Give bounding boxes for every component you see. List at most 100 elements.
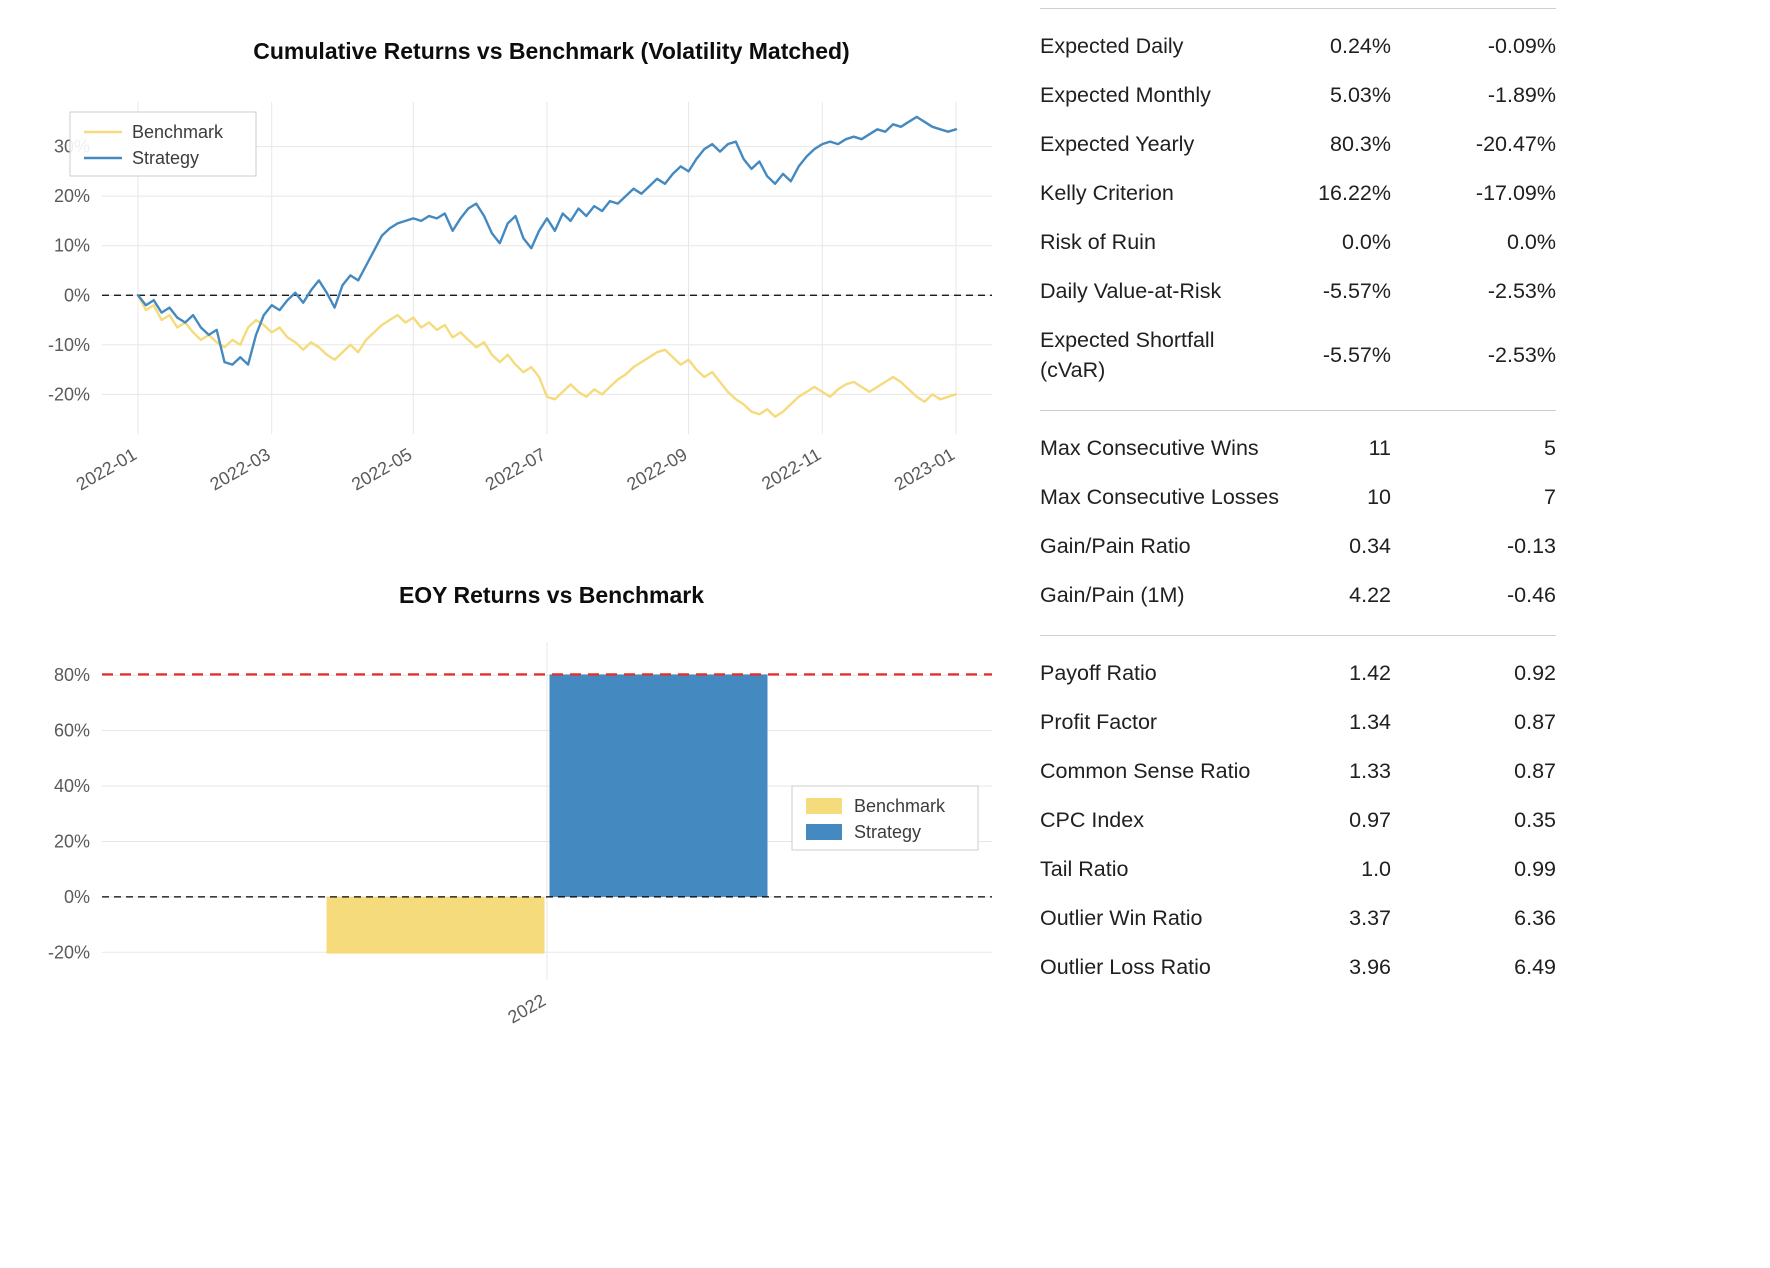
metric-value-benchmark: 5 (1544, 435, 1556, 460)
svg-text:-20%: -20% (48, 942, 90, 962)
metric-label: Gain/Pain Ratio (1040, 533, 1191, 558)
metric-value-strategy: 1.33 (1349, 758, 1391, 783)
metric-label: Daily Value-at-Risk (1040, 278, 1222, 303)
metric-value-strategy: -5.57% (1322, 342, 1391, 367)
svg-text:2022-09: 2022-09 (623, 444, 690, 494)
svg-text:Strategy: Strategy (854, 822, 921, 842)
metric-row: Common Sense Ratio 1.33 0.87 (1040, 746, 1556, 795)
metric-value-strategy: 11 (1368, 435, 1391, 460)
metric-label: Profit Factor (1040, 709, 1158, 734)
metric-row: Outlier Loss Ratio 3.96 6.49 (1040, 942, 1556, 991)
metric-value-strategy: 3.96 (1349, 954, 1391, 979)
metric-value-strategy: 4.22 (1349, 582, 1391, 607)
metric-value-benchmark: -20.47% (1475, 131, 1556, 156)
metric-value-strategy: 80.3% (1330, 131, 1391, 156)
metric-row: CPC Index 0.97 0.35 (1040, 795, 1556, 844)
metric-value-strategy: 0.0% (1341, 229, 1391, 254)
svg-text:2022-03: 2022-03 (206, 444, 273, 494)
metric-value-benchmark: -1.89% (1487, 82, 1556, 107)
metric-row: Profit Factor 1.34 0.87 (1040, 697, 1556, 746)
metric-label: Gain/Pain (1M) (1040, 582, 1185, 607)
metric-label: Expected Daily (1040, 33, 1184, 58)
metric-value-strategy: 0.24% (1330, 33, 1391, 58)
metric-row: Risk of Ruin 0.0% 0.0% (1040, 217, 1556, 266)
eoy-returns-chart: EOY Returns vs Benchmark 80% 60% 40% 20% 0% -… (28, 562, 1020, 1102)
metric-value-benchmark: 0.87 (1514, 758, 1556, 783)
metric-row: Outlier Win Ratio 3.37 6.36 (1040, 893, 1556, 942)
metric-value-benchmark: 0.92 (1514, 660, 1556, 685)
metric-label: Max Consecutive Wins (1040, 435, 1259, 460)
cumulative-returns-title: Cumulative Returns vs Benchmark (Volatil… (253, 37, 850, 64)
metric-row: Tail Ratio 1.0 0.99 (1040, 844, 1556, 893)
metric-label: Kelly Criterion (1040, 180, 1174, 205)
svg-text:-20%: -20% (48, 384, 90, 404)
metric-label: Outlier Loss Ratio (1040, 954, 1211, 979)
cumulative-returns-chart: Cumulative Returns vs Benchmark (Volatil… (28, 18, 1020, 558)
metric-row: Expected Shortfall (cVaR) -5.57% -2.53% (1040, 315, 1556, 394)
cumulative-returns-plot: 30%20%10%0%-10%-20%2022-012022-032022-05… (48, 102, 992, 494)
metric-row: Gain/Pain (1M) 4.22 -0.46 (1040, 570, 1556, 619)
metric-value-benchmark: -0.09% (1487, 33, 1556, 58)
metric-value-benchmark: 7 (1544, 484, 1556, 509)
metric-value-strategy: 0.34 (1349, 533, 1391, 558)
svg-text:2023-01: 2023-01 (891, 444, 958, 494)
svg-text:Benchmark: Benchmark (132, 122, 224, 142)
metric-value-strategy: 10 (1367, 484, 1391, 509)
svg-text:2022-05: 2022-05 (348, 444, 415, 494)
metric-value-benchmark: -0.46 (1506, 582, 1556, 607)
metric-value-benchmark: 0.87 (1514, 709, 1556, 734)
metric-label: Expected Shortfall (cVaR) (1040, 327, 1215, 382)
metric-value-strategy: 3.37 (1349, 905, 1391, 930)
metric-label: Outlier Win Ratio (1040, 905, 1203, 930)
eoy-returns-plot: 80% 60% 40% 20% 0% -20% 2022 Benchmark Strategy (48, 642, 992, 1027)
metric-row: Expected Yearly 80.3% -20.47% (1040, 119, 1556, 168)
svg-text:0%: 0% (64, 285, 90, 305)
metric-value-strategy: 16.22% (1318, 180, 1391, 205)
svg-text:2022-07: 2022-07 (482, 444, 549, 494)
metric-label: Tail Ratio (1040, 856, 1129, 881)
svg-text:0%: 0% (64, 887, 90, 907)
metric-value-benchmark: -0.13 (1506, 533, 1556, 558)
metrics-table: Expected Daily 0.24% -0.09% Expected Monthl… (1040, 8, 1556, 1007)
metric-label: Risk of Ruin (1040, 229, 1156, 254)
svg-text:20%: 20% (54, 831, 90, 851)
metric-row: Gain/Pain Ratio 0.34 -0.13 (1040, 521, 1556, 570)
metric-value-benchmark: 6.49 (1514, 954, 1556, 979)
metrics-group: Payoff Ratio 1.42 0.92 Profit Factor 1.34 0.8… (1040, 636, 1556, 1007)
metric-value-benchmark: 0.0% (1506, 229, 1556, 254)
metric-value-benchmark: -2.53% (1487, 342, 1556, 367)
metric-row: Payoff Ratio 1.42 0.92 (1040, 648, 1556, 697)
eoy-returns-title: EOY Returns vs Benchmark (398, 581, 705, 608)
metric-value-benchmark: -17.09% (1475, 180, 1556, 205)
svg-text:Benchmark: Benchmark (854, 796, 946, 816)
metric-label: Max Consecutive Losses (1040, 484, 1279, 509)
svg-text:2022-01: 2022-01 (73, 444, 140, 494)
metric-value-strategy: 1.34 (1349, 709, 1391, 734)
metric-row: Expected Daily 0.24% -0.09% (1040, 21, 1556, 70)
metric-value-benchmark: 0.99 (1514, 856, 1556, 881)
metric-value-strategy: -5.57% (1322, 278, 1391, 303)
metric-value-strategy: 0.97 (1349, 807, 1391, 832)
svg-text:20%: 20% (54, 186, 90, 206)
metric-row: Max Consecutive Wins 11 5 (1040, 423, 1556, 472)
metric-value-benchmark: 6.36 (1514, 905, 1556, 930)
metric-label: Expected Yearly (1040, 131, 1195, 156)
metric-value-benchmark: 0.35 (1514, 807, 1556, 832)
svg-text:2022: 2022 (504, 990, 549, 1027)
metric-value-strategy: 5.03% (1330, 82, 1391, 107)
svg-text:2022-11: 2022-11 (758, 444, 824, 494)
svg-text:80%: 80% (54, 665, 90, 685)
metric-row: Kelly Criterion 16.22% -17.09% (1040, 168, 1556, 217)
metric-value-strategy: 1.42 (1349, 660, 1391, 685)
metric-label: Common Sense Ratio (1040, 758, 1251, 783)
metric-value-strategy: 1.0 (1361, 856, 1391, 881)
metric-row: Max Consecutive Losses 10 7 (1040, 472, 1556, 521)
metric-row: Daily Value-at-Risk -5.57% -2.53% (1040, 266, 1556, 315)
metrics-group: Max Consecutive Wins 11 5 Max Consecutive L… (1040, 411, 1556, 636)
svg-text:-10%: -10% (48, 335, 90, 355)
metric-label: Payoff Ratio (1040, 660, 1157, 685)
metric-label: Expected Monthly (1040, 82, 1211, 107)
metric-value-benchmark: -2.53% (1487, 278, 1556, 303)
svg-text:60%: 60% (54, 721, 90, 741)
